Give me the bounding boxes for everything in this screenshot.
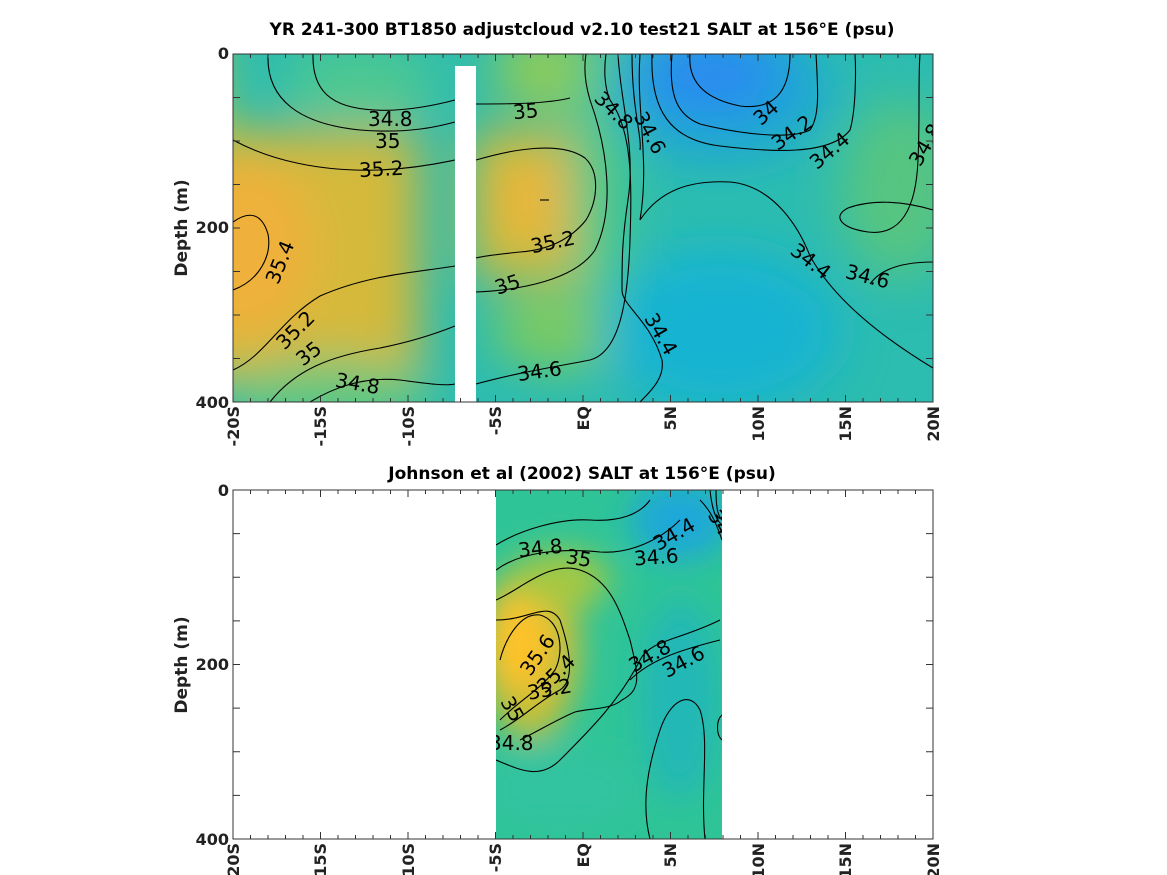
x-tick-label: 10N bbox=[749, 406, 768, 442]
x-tick-label: -10S bbox=[399, 843, 418, 875]
model-panel-title: YR 241-300 BT1850 adjustcloud v2.10 test… bbox=[269, 20, 895, 40]
contour-label: 35 bbox=[564, 544, 593, 572]
x-tick-label: 5N bbox=[661, 406, 680, 431]
x-tick-label: EQ bbox=[574, 843, 593, 868]
observation-x-ticks: -20S -15S -10S -5S EQ 5N 10N 15N 20N bbox=[224, 843, 943, 875]
x-tick-label: EQ bbox=[574, 406, 593, 431]
model-panel: YR 241-300 BT1850 adjustcloud v2.10 test… bbox=[172, 20, 943, 446]
y-tick-label: 400 bbox=[196, 830, 229, 849]
x-tick-label: 20N bbox=[924, 843, 943, 875]
observation-y-ticks: 0 200 400 bbox=[196, 481, 229, 849]
x-tick-label: -15S bbox=[311, 843, 330, 875]
x-tick-label: 15N bbox=[836, 843, 855, 875]
observation-tick-marks bbox=[232, 489, 934, 840]
contour-label: 35 bbox=[512, 98, 539, 124]
contour-label: 35.2 bbox=[358, 156, 404, 182]
contour-label: 34.8 bbox=[517, 534, 564, 563]
x-tick-label: -20S bbox=[224, 406, 243, 446]
x-tick-label: -10S bbox=[399, 406, 418, 446]
y-tick-label: 400 bbox=[196, 393, 229, 412]
x-tick-label: 10N bbox=[749, 843, 768, 875]
contour-label: 35 bbox=[375, 129, 400, 153]
x-tick-label: -20S bbox=[224, 843, 243, 875]
y-tick-label: 0 bbox=[218, 44, 229, 63]
y-tick-label: 200 bbox=[196, 218, 229, 237]
x-tick-label: 5N bbox=[661, 843, 680, 868]
contour-label: 34.8 bbox=[489, 731, 534, 755]
x-tick-label: -5S bbox=[486, 406, 505, 435]
observation-panel: Johnson et al (2002) SALT at 156°E (psu) bbox=[172, 464, 943, 875]
contour-label: 34.8 bbox=[368, 107, 413, 131]
model-tick-marks bbox=[232, 53, 934, 403]
model-missing-data-strip bbox=[455, 66, 476, 402]
observation-salinity-field: 34.8 35 34.4 34.6 34 35.6 35.4 35.2 35 3… bbox=[489, 490, 722, 839]
x-tick-label: 15N bbox=[836, 406, 855, 442]
contour-label: 34.6 bbox=[633, 543, 679, 570]
model-contour-lines bbox=[233, 54, 933, 402]
observation-y-axis-label: Depth (m) bbox=[172, 616, 192, 713]
observation-contour-lines bbox=[496, 490, 722, 839]
x-tick-label: -5S bbox=[486, 843, 505, 872]
model-salinity-field: 34.8 35 35.2 35.4 35.2 35 34.8 35 34.8 3… bbox=[233, 54, 933, 402]
observation-panel-title: Johnson et al (2002) SALT at 156°E (psu) bbox=[387, 464, 776, 484]
y-tick-label: 0 bbox=[218, 481, 229, 500]
model-y-axis-label: Depth (m) bbox=[172, 179, 192, 276]
x-tick-label: -15S bbox=[311, 406, 330, 446]
model-y-ticks: 0 200 400 bbox=[196, 44, 229, 412]
model-x-ticks: -20S -15S -10S -5S EQ 5N 10N 15N 20N bbox=[224, 406, 943, 446]
x-tick-label: 20N bbox=[924, 406, 943, 442]
y-tick-label: 200 bbox=[196, 655, 229, 674]
